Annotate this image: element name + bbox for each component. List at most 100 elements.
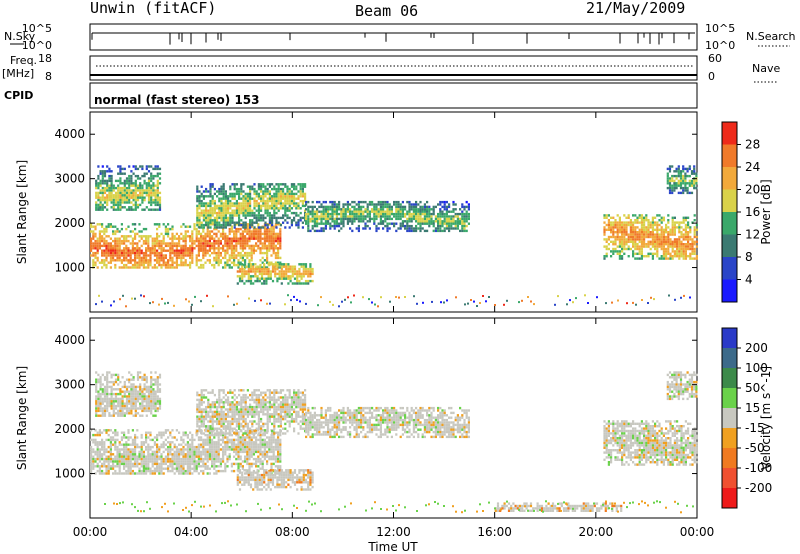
echo-cell [224,445,227,449]
echo-cell [219,469,222,473]
echo-cell [266,226,269,229]
echo-cell [399,215,402,218]
echo-cell [297,214,300,217]
echo-cell [186,472,189,475]
echo-cell [313,222,316,225]
echo-cell [217,469,220,473]
echo-cell [162,431,165,434]
echo-cell [147,244,150,248]
echo-cell [193,453,196,456]
echo-cell [618,216,621,219]
echo-cell [610,240,613,243]
echo-cell [149,256,152,260]
echo-cell [291,270,294,273]
echo-cell [322,227,325,230]
echo-cell [627,245,630,248]
echo-cell [189,266,192,269]
echo-cell [200,249,203,252]
echo-cell [156,436,159,439]
echo-cell [196,199,199,203]
echo-cell [261,256,264,260]
echo-cell [277,249,280,252]
echo-cell [616,214,619,217]
echo-cell [640,235,643,239]
echo-cell [207,223,210,227]
echo-cell [262,197,265,200]
echo-cell [156,443,159,446]
echo-cell [238,267,242,271]
echo-cell [238,187,241,191]
echo-cell [410,208,413,211]
echo-cell [94,261,97,264]
echo-cell [461,212,464,216]
echo-cell [147,263,150,267]
echo-cell [658,240,661,243]
echo-cell [186,230,189,233]
echo-cell [346,205,349,209]
echo-cell [230,438,233,442]
echo-cell [147,184,151,187]
echo-cell [156,235,159,238]
echo-cell [690,172,694,175]
echo-cell [673,182,676,185]
echo-cell [97,395,100,398]
echo-cell [684,174,687,178]
echo-cell [366,220,369,223]
echo-cell [268,232,271,236]
echo-cell [686,186,689,190]
echo-cell [482,295,484,297]
echo-cell [167,441,170,444]
echo-cell [167,235,170,238]
echo-cell [242,204,245,208]
echo-cell [406,222,409,225]
echo-cell [266,239,269,243]
echo-cell [200,443,203,446]
echo-cell [322,212,325,216]
echo-cell [114,438,117,442]
echo-cell [129,261,132,264]
echo-cell [101,208,104,211]
echo-cell [164,266,167,269]
echo-cell [632,235,635,239]
echo-cell [408,224,411,228]
echo-cell [607,243,610,246]
echo-cell [224,462,227,466]
echo-cell [263,279,266,283]
echo-cell [118,457,121,461]
echo-cell [206,453,209,456]
echo-cell [167,429,170,432]
echo-cell [95,208,98,211]
echo-cell [123,182,126,185]
echo-cell [238,279,242,283]
echo-cell [268,438,271,442]
echo-cell [99,203,102,207]
echo-cell [246,457,249,461]
echo-cell [456,227,459,230]
echo-cell [296,279,299,283]
echo-cell [226,259,229,262]
echo-cell [233,202,236,205]
echo-cell [654,245,657,248]
echo-cell [252,457,255,461]
echo-cell [645,245,648,248]
echo-cell [200,199,203,203]
echo-cell [226,237,229,240]
echo-cell [301,190,304,193]
echo-cell [196,197,199,200]
echo-cell [129,251,132,255]
echo-cell [617,299,619,302]
echo-cell [335,210,338,213]
echo-cell [110,206,113,209]
echo-cell [651,243,654,246]
echo-cell [250,450,253,454]
echo-cell [191,436,194,439]
echo-cell [274,244,277,248]
echo-cell [244,261,247,264]
echo-cell [191,235,194,238]
echo-cell [278,275,281,278]
echo-cell [160,469,163,473]
echo-cell [327,210,330,213]
echo-cell [178,249,181,252]
echo-cell [156,467,159,470]
echo-cell [147,196,151,199]
